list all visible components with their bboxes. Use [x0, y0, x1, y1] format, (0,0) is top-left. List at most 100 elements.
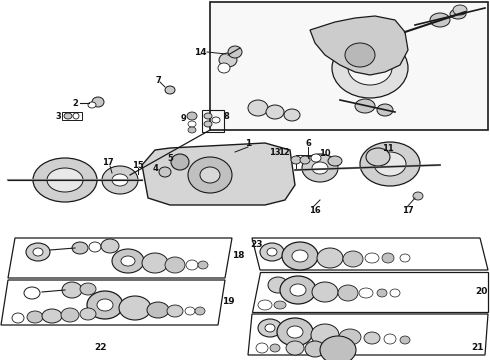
Ellipse shape	[382, 253, 394, 263]
Text: 17: 17	[102, 158, 114, 166]
Ellipse shape	[265, 324, 275, 332]
Polygon shape	[1, 280, 225, 325]
Ellipse shape	[343, 251, 363, 267]
Ellipse shape	[311, 154, 321, 162]
Ellipse shape	[92, 97, 104, 107]
Ellipse shape	[228, 46, 242, 58]
Ellipse shape	[187, 112, 197, 120]
Ellipse shape	[284, 109, 300, 121]
Text: 17: 17	[402, 206, 414, 215]
Ellipse shape	[450, 9, 466, 19]
Ellipse shape	[320, 336, 356, 360]
Text: 11: 11	[382, 144, 394, 153]
Ellipse shape	[218, 63, 230, 73]
Ellipse shape	[47, 168, 83, 192]
Ellipse shape	[305, 341, 325, 357]
Ellipse shape	[24, 287, 40, 299]
Bar	[202, 110, 224, 132]
Polygon shape	[310, 16, 408, 75]
Ellipse shape	[277, 318, 313, 346]
Ellipse shape	[312, 162, 328, 174]
Ellipse shape	[12, 313, 24, 323]
Ellipse shape	[287, 326, 303, 338]
Ellipse shape	[88, 102, 96, 108]
Text: 4: 4	[152, 163, 158, 172]
Bar	[210, 2, 488, 130]
Bar	[296, 155, 324, 169]
Ellipse shape	[267, 248, 277, 256]
Polygon shape	[252, 272, 488, 312]
Ellipse shape	[286, 341, 304, 355]
Ellipse shape	[377, 289, 387, 297]
Bar	[62, 112, 82, 120]
Ellipse shape	[453, 5, 467, 15]
Text: 19: 19	[222, 297, 235, 306]
Ellipse shape	[338, 285, 358, 301]
Ellipse shape	[430, 13, 450, 27]
Ellipse shape	[348, 51, 392, 85]
Ellipse shape	[188, 121, 196, 127]
Ellipse shape	[188, 157, 232, 193]
Ellipse shape	[274, 301, 286, 309]
Ellipse shape	[33, 248, 43, 256]
Ellipse shape	[260, 243, 284, 261]
Ellipse shape	[61, 308, 79, 322]
Ellipse shape	[112, 249, 144, 273]
Ellipse shape	[159, 167, 171, 177]
Text: 3: 3	[55, 112, 61, 121]
Ellipse shape	[290, 284, 306, 296]
Text: 7: 7	[155, 76, 161, 85]
Ellipse shape	[268, 277, 288, 293]
Ellipse shape	[165, 86, 175, 94]
Ellipse shape	[365, 253, 379, 263]
Ellipse shape	[317, 248, 343, 268]
Ellipse shape	[219, 53, 237, 67]
Text: 23: 23	[250, 239, 263, 248]
Ellipse shape	[280, 276, 316, 304]
Ellipse shape	[188, 127, 196, 133]
Ellipse shape	[27, 311, 43, 323]
Polygon shape	[252, 238, 488, 270]
Ellipse shape	[377, 104, 393, 116]
Ellipse shape	[171, 154, 189, 170]
Ellipse shape	[258, 300, 272, 310]
Ellipse shape	[87, 291, 123, 319]
Text: 18: 18	[232, 252, 245, 261]
Ellipse shape	[185, 307, 195, 315]
Text: 12: 12	[278, 148, 290, 157]
Ellipse shape	[282, 242, 318, 270]
Ellipse shape	[266, 105, 284, 119]
Text: 2: 2	[72, 99, 78, 108]
Text: 5: 5	[167, 153, 173, 162]
Text: 8: 8	[223, 112, 229, 121]
Ellipse shape	[332, 38, 408, 98]
Ellipse shape	[291, 156, 301, 164]
Ellipse shape	[89, 242, 101, 252]
Ellipse shape	[400, 336, 410, 344]
Ellipse shape	[384, 334, 396, 344]
Ellipse shape	[311, 324, 339, 346]
Ellipse shape	[374, 152, 406, 176]
Ellipse shape	[339, 329, 361, 345]
Ellipse shape	[147, 302, 169, 318]
Ellipse shape	[72, 242, 88, 254]
Ellipse shape	[300, 156, 310, 164]
Ellipse shape	[26, 243, 50, 261]
Ellipse shape	[312, 282, 338, 302]
Ellipse shape	[360, 142, 420, 186]
Ellipse shape	[42, 309, 62, 323]
Polygon shape	[8, 238, 232, 278]
Text: 20: 20	[476, 288, 488, 297]
Ellipse shape	[186, 260, 198, 270]
Polygon shape	[142, 143, 295, 205]
Text: 1: 1	[245, 139, 251, 148]
Ellipse shape	[200, 167, 220, 183]
Ellipse shape	[390, 289, 400, 297]
Ellipse shape	[97, 299, 113, 311]
Ellipse shape	[64, 113, 72, 119]
Text: 22: 22	[94, 343, 106, 352]
Ellipse shape	[400, 254, 410, 262]
Ellipse shape	[33, 158, 97, 202]
Ellipse shape	[355, 99, 375, 113]
Ellipse shape	[80, 283, 96, 295]
